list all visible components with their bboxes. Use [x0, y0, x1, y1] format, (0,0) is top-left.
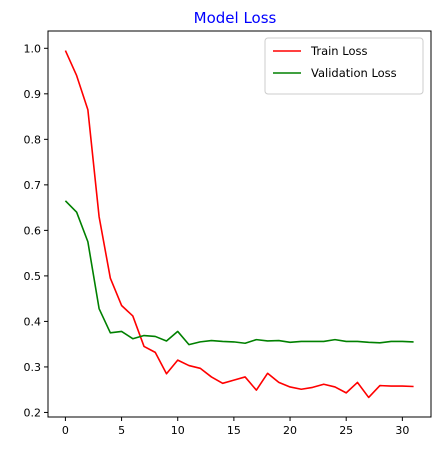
data-point-validation-25: [345, 340, 347, 342]
data-point-train-1: [75, 74, 77, 76]
data-point-train-11: [188, 364, 190, 366]
data-point-train-27: [367, 396, 369, 398]
data-point-train-0: [64, 49, 66, 51]
legend-box: [264, 37, 424, 95]
data-point-validation-31: [412, 341, 414, 343]
data-point-train-20: [289, 386, 291, 388]
data-point-validation-8: [154, 335, 156, 337]
data-point-train-15: [233, 379, 235, 381]
data-point-train-22: [311, 386, 313, 388]
data-point-validation-3: [98, 307, 100, 309]
x-tick-label: 25: [339, 424, 353, 437]
x-tick-label: 5: [118, 424, 125, 437]
x-tick-label: 20: [283, 424, 297, 437]
data-point-train-6: [132, 315, 134, 317]
data-point-validation-6: [132, 338, 134, 340]
y-tick-label: 0.2: [24, 406, 42, 419]
series-line-train-loss: [64, 50, 414, 399]
data-point-validation-2: [87, 241, 89, 243]
data-point-train-3: [98, 216, 100, 218]
data-point-train-10: [177, 359, 179, 361]
data-point-train-9: [165, 373, 167, 375]
data-point-validation-7: [143, 334, 145, 336]
legend: Train Loss Validation Loss: [264, 37, 424, 95]
y-tick-label: 0.8: [24, 133, 42, 146]
plot-frame: [47, 30, 432, 418]
y-tick-label: 0.4: [24, 315, 42, 328]
x-tick-label: 10: [171, 424, 185, 437]
data-point-validation-13: [210, 339, 212, 341]
data-point-validation-23: [323, 340, 325, 342]
data-point-validation-16: [244, 342, 246, 344]
data-point-validation-9: [165, 340, 167, 342]
data-point-train-8: [154, 351, 156, 353]
chart-title: Model Loss: [194, 9, 277, 27]
data-point-train-2: [87, 109, 89, 111]
data-point-train-30: [401, 385, 403, 387]
data-point-train-16: [244, 376, 246, 378]
y-tick-label: 0.7: [24, 179, 42, 192]
data-point-train-28: [379, 384, 381, 386]
data-point-validation-12: [199, 341, 201, 343]
data-point-train-5: [120, 304, 122, 306]
data-point-validation-4: [109, 332, 111, 334]
data-point-validation-21: [300, 340, 302, 342]
data-point-validation-14: [221, 340, 223, 342]
x-tick-label: 30: [395, 424, 409, 437]
data-point-train-4: [109, 277, 111, 279]
data-point-train-26: [356, 381, 358, 383]
data-point-validation-28: [379, 342, 381, 344]
y-tick-label: 0.6: [24, 224, 42, 237]
data-point-validation-18: [266, 340, 268, 342]
data-point-validation-27: [367, 341, 369, 343]
data-point-train-19: [278, 381, 280, 383]
data-point-validation-20: [289, 341, 291, 343]
data-point-validation-22: [311, 340, 313, 342]
data-point-validation-24: [334, 338, 336, 340]
y-tick-label: 0.9: [24, 88, 42, 101]
data-point-validation-30: [401, 340, 403, 342]
data-point-validation-1: [75, 211, 77, 213]
x-tick-label: 15: [227, 424, 241, 437]
data-point-train-7: [143, 345, 145, 347]
data-point-validation-15: [233, 341, 235, 343]
data-point-train-13: [210, 376, 212, 378]
data-point-train-23: [323, 383, 325, 385]
series-layer: [64, 49, 414, 399]
y-tick-label: 1.0: [24, 42, 42, 55]
data-point-train-29: [390, 385, 392, 387]
y-tick-label: 0.5: [24, 270, 42, 283]
data-point-validation-17: [255, 338, 257, 340]
data-point-train-21: [300, 388, 302, 390]
legend-label-train-loss: Train Loss: [310, 44, 367, 58]
data-point-validation-10: [177, 330, 179, 332]
legend-label-validation-loss: Validation Loss: [311, 66, 397, 80]
x-tick-label: 0: [62, 424, 69, 437]
data-point-train-18: [266, 372, 268, 374]
data-point-train-17: [255, 389, 257, 391]
data-point-train-25: [345, 392, 347, 394]
data-point-train-31: [412, 385, 414, 387]
data-point-validation-26: [356, 340, 358, 342]
ticks-layer: 0 5 10 15 20 25 30 0.2 0.3 0.4 0.5 0.6 0.7 0.8 0.9 1.0: [24, 42, 410, 437]
data-point-validation-0: [64, 200, 66, 202]
data-point-train-14: [221, 382, 223, 384]
series-line-validation-loss: [64, 200, 414, 346]
data-point-validation-19: [278, 339, 280, 341]
data-point-validation-29: [390, 340, 392, 342]
data-point-train-24: [334, 386, 336, 388]
data-point-validation-5: [120, 330, 122, 332]
data-point-validation-11: [188, 343, 190, 345]
data-point-train-12: [199, 367, 201, 369]
y-tick-label: 0.3: [24, 361, 42, 374]
